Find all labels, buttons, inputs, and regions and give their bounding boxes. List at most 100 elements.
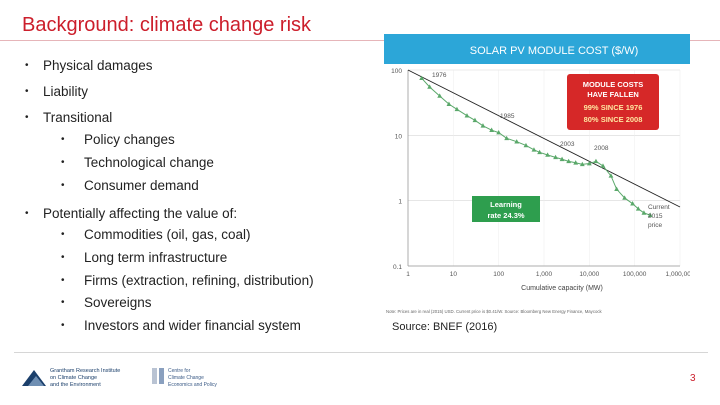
learning-rate-box: Learning rate 24.3%: [472, 196, 540, 222]
x-tick-label: 100: [493, 271, 504, 278]
slide-title: Background: climate change risk: [22, 14, 312, 36]
bullet-text: Consumer demand: [84, 178, 199, 193]
data-point: [523, 142, 529, 148]
grantham-institute-logo: Grantham Research Institute on Climate C…: [22, 368, 120, 388]
footer-divider: [14, 352, 708, 353]
bullet-text: Sovereigns: [84, 295, 152, 310]
plot-area: 100 10 1 0.1 1 10 100 1,000 10,000 100,000 1,000,0…: [391, 68, 690, 278]
svg-text:Centre for: Centre for: [168, 368, 191, 374]
data-point: [566, 158, 572, 164]
bullet-marker: •: [61, 180, 65, 191]
data-point: [472, 117, 478, 123]
point-label-2008: 2008: [594, 145, 609, 152]
data-point: [454, 106, 460, 112]
page-number: 3: [690, 373, 696, 384]
data-point: [545, 152, 550, 157]
point-label-current: Current: [648, 204, 670, 211]
bullet-marker: •: [61, 320, 65, 331]
y-tick-label: 10: [395, 133, 403, 140]
svg-text:Climate Change: Climate Change: [168, 375, 204, 381]
title-divider: [0, 40, 720, 41]
bullet-marker: •: [61, 157, 65, 168]
bullet-marker: •: [61, 252, 65, 263]
data-point: [531, 147, 537, 152]
y-tick-label: 0.1: [393, 264, 402, 271]
y-tick-label: 100: [391, 68, 402, 75]
bullet-marker: •: [25, 60, 29, 71]
data-point: [600, 163, 606, 168]
bullet-text: Potentially affecting the value of:: [43, 206, 238, 221]
svg-text:Grantham Research Institute: Grantham Research Institute: [50, 368, 120, 374]
data-point: [419, 75, 425, 80]
bullet-text: Firms (extraction, refining, distributio…: [84, 273, 314, 288]
x-tick-label: 1,000,000: [666, 271, 690, 278]
data-point: [504, 135, 510, 141]
data-point: [464, 113, 470, 118]
data-point: [573, 160, 579, 165]
x-tick-label: 10: [450, 271, 458, 278]
bullet-text: Physical damages: [43, 58, 153, 73]
data-point: [489, 127, 495, 132]
callout-line-1: MODULE COSTS: [583, 80, 643, 89]
data-point: [641, 210, 647, 215]
data-point: [559, 156, 565, 162]
data-point: [647, 212, 653, 217]
data-point: [427, 84, 433, 89]
bullet-marker: •: [61, 275, 65, 286]
point-label-1976: 1976: [432, 72, 447, 79]
data-point: [635, 206, 641, 211]
data-point: [608, 173, 614, 178]
data-point: [480, 123, 486, 128]
data-point: [514, 139, 520, 144]
data-point: [593, 158, 599, 164]
point-label-2003: 2003: [560, 141, 575, 148]
source-citation: Source: BNEF (2016): [392, 321, 498, 333]
bullet-marker: •: [25, 86, 29, 97]
x-tick-label: 100,000: [623, 271, 647, 278]
data-point: [537, 149, 543, 155]
bullet-text: Technological change: [84, 155, 214, 170]
data-point: [553, 154, 558, 160]
bullet-marker: •: [61, 297, 65, 308]
callout-box: MODULE COSTS HAVE FALLEN 99% SINCE 1976 …: [567, 74, 659, 130]
figure-header-bar: [384, 34, 690, 64]
svg-text:and the Environment: and the Environment: [50, 382, 101, 388]
bullet-marker: •: [61, 134, 65, 145]
point-label-2015: 2015: [648, 213, 663, 220]
cccep-logo: Centre for Climate Change Economics and …: [152, 368, 217, 388]
data-point: [496, 130, 502, 135]
svg-text:Economics and Policy: Economics and Policy: [168, 382, 217, 388]
learning-line-2: rate 24.3%: [487, 211, 524, 220]
learning-line-1: Learning: [490, 200, 522, 209]
callout-line-3: 99% SINCE 1976: [584, 103, 643, 112]
x-tick-label: 10,000: [579, 271, 599, 278]
bullet-marker: •: [61, 229, 65, 240]
learning-curve-trendline: [407, 69, 681, 208]
point-label-price: price: [648, 222, 662, 229]
svg-text:on Climate Change: on Climate Change: [50, 375, 97, 381]
callout-line-2: HAVE FALLEN: [587, 90, 639, 99]
bullet-text: Long term infrastructure: [84, 250, 228, 265]
x-tick-label: 1,000: [536, 271, 553, 278]
data-point: [446, 101, 452, 106]
bullet-text: Investors and wider financial system: [84, 318, 301, 333]
figure-header: SOLAR PV MODULE COST ($/W): [470, 45, 639, 57]
figure-note: Note: Prices are in real (2015) USD. Cur…: [386, 309, 603, 314]
data-point: [622, 195, 628, 200]
callout-line-4: 80% SINCE 2008: [584, 115, 643, 124]
bullet-text: Policy changes: [84, 132, 175, 147]
x-axis-label: Cumulative capacity (MW): [521, 285, 603, 292]
bullet-marker: •: [25, 112, 29, 123]
data-point: [630, 201, 635, 206]
x-tick-label: 1: [406, 271, 410, 278]
bullet-text: Commodities (oil, gas, coal): [84, 227, 251, 242]
y-tick-label: 1: [398, 199, 402, 206]
bullet-text: Transitional: [43, 110, 113, 125]
data-point: [614, 186, 620, 191]
point-label-1985: 1985: [500, 113, 515, 120]
data-point: [579, 161, 585, 167]
data-point: [586, 160, 592, 166]
bullet-marker: •: [25, 208, 29, 219]
bullet-text: Liability: [43, 84, 89, 99]
